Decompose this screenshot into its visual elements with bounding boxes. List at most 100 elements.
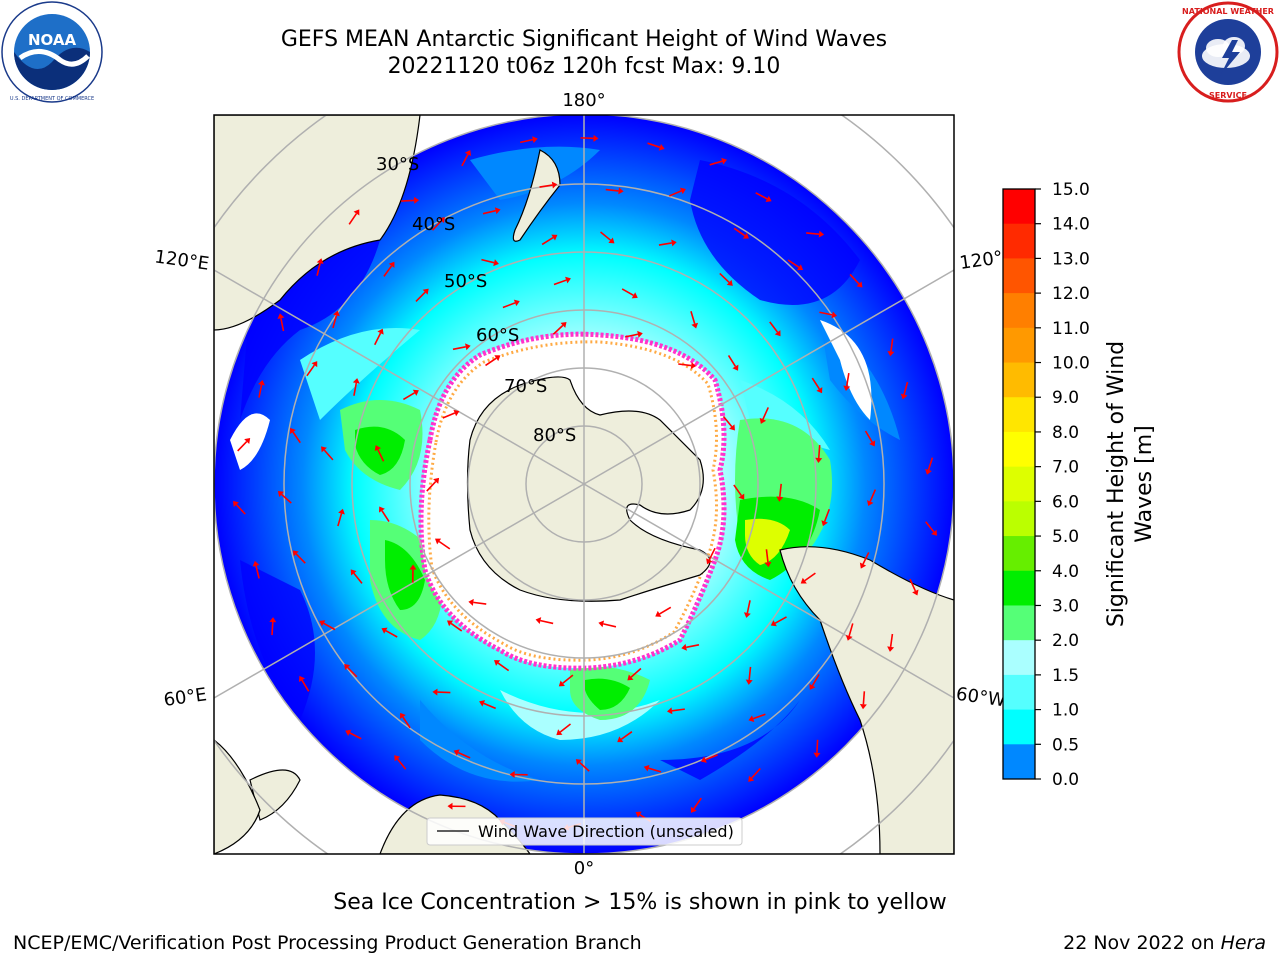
colorbar-segment <box>1003 327 1035 364</box>
wind-arrow <box>435 538 451 550</box>
wind-arrow <box>580 134 599 142</box>
wind-arrow <box>722 416 735 431</box>
wind-arrow <box>800 572 816 584</box>
wind-arrow <box>776 483 784 502</box>
lon-label-120w: 120° <box>958 247 1004 274</box>
wind-arrow <box>700 754 718 763</box>
lon-label-180: 180° <box>562 90 605 111</box>
colorbar-segment <box>1003 362 1035 398</box>
wind-arrow <box>292 550 306 564</box>
wind-arrow <box>453 749 471 759</box>
lat-label-70s: 70°S <box>504 376 547 397</box>
colorbar-segment <box>1003 709 1035 745</box>
footer-date: 22 Nov 2022 on Hera <box>1063 932 1266 954</box>
wind-arrow <box>909 578 919 596</box>
wind-arrow <box>552 321 567 335</box>
colorbar-tick-label: 1.0 <box>1052 701 1079 721</box>
wind-arrow <box>727 354 739 371</box>
wind-arrow <box>667 707 685 715</box>
colorbar-tick-label: 1.5 <box>1052 666 1079 686</box>
wind-arrow <box>690 797 702 813</box>
wind-arrow <box>394 755 407 770</box>
wind-arrow <box>733 484 745 500</box>
wind-arrow <box>319 620 336 631</box>
wind-arrow <box>819 311 838 319</box>
antarctica-land <box>466 376 711 602</box>
wind-arrow <box>900 381 909 400</box>
new-zealand-land <box>512 149 561 242</box>
wind-arrow <box>321 446 334 461</box>
wind-arrow <box>539 181 558 189</box>
wind-arrow <box>821 508 831 527</box>
wind-arrow <box>447 620 463 632</box>
colorbar-label-line1: Significant Height of Wind <box>1104 341 1129 627</box>
wind-arrow <box>509 771 528 779</box>
wind-arrow <box>409 564 417 583</box>
wind-arrow <box>859 552 870 569</box>
wind-arrow <box>748 767 761 782</box>
wind-arrow <box>332 310 340 329</box>
colorbar-segment <box>1003 744 1035 780</box>
wind-arrow <box>706 547 716 565</box>
wind-arrow <box>678 362 697 370</box>
wind-arrow <box>658 239 677 247</box>
colorbar-tick-label: 2.0 <box>1052 631 1079 651</box>
colorbar-tick-label: 4.0 <box>1052 562 1079 582</box>
wind-arrow <box>519 136 538 144</box>
colorbar-segment <box>1003 536 1035 572</box>
wind-arrow <box>864 430 876 447</box>
sea-ice-note: Sea Ice Concentration > 15% is shown in … <box>333 890 947 915</box>
wind-arrow <box>383 261 395 277</box>
colorbar-tick-label: 7.0 <box>1052 458 1079 478</box>
colorbar-tick-label: 15.0 <box>1052 180 1090 200</box>
wind-arrow <box>290 427 301 444</box>
wind-arrow <box>426 477 440 492</box>
wind-arrow <box>232 500 246 515</box>
svg-text:SERVICE: SERVICE <box>1209 91 1247 100</box>
colorbar-tick-label: 8.0 <box>1052 423 1079 443</box>
map-legend: Wind Wave Direction (unscaled) <box>426 817 743 846</box>
wind-arrow <box>485 355 501 367</box>
wind-arrow <box>806 230 825 238</box>
wind-arrow <box>925 521 937 536</box>
wind-arrow <box>811 377 823 394</box>
wind-arrow <box>553 276 571 286</box>
wind-arrow <box>461 149 472 167</box>
colorbar-tick-label: 6.0 <box>1052 492 1079 512</box>
wind-arrow <box>733 227 749 239</box>
colorbar-segment <box>1003 223 1035 259</box>
longitude-grid <box>214 115 954 854</box>
wind-arrow <box>709 157 728 166</box>
wind-arrow <box>258 379 265 398</box>
wind-arrow <box>655 606 672 617</box>
colorbar-segment <box>1003 640 1035 676</box>
wind-arrow <box>887 338 895 357</box>
colorbar-segment <box>1003 258 1035 294</box>
wind-arrow <box>415 288 429 302</box>
wind-arrow <box>849 273 863 288</box>
wind-arrow <box>743 600 751 618</box>
wind-arrow <box>755 192 772 202</box>
wind-arrow <box>379 506 390 523</box>
wind-arrow <box>787 259 804 271</box>
colorbar-segment <box>1003 674 1035 711</box>
chart-title: GEFS MEAN Antarctic Significant Height o… <box>280 27 888 52</box>
wind-arrow <box>541 234 558 246</box>
wind-arrow <box>598 620 617 628</box>
wind-arrow <box>748 713 766 722</box>
wind-arrow <box>764 549 772 568</box>
wind-arrow <box>575 759 590 772</box>
colorbar-tick-label: 3.0 <box>1052 596 1079 616</box>
footer-branch: NCEP/EMC/Verification Post Processing Pr… <box>13 932 642 954</box>
colorbar-tick-label: 5.0 <box>1052 527 1079 547</box>
colorbar-segment <box>1003 189 1035 225</box>
wind-arrow <box>299 675 310 692</box>
nws-logo-icon: NATIONAL WEATHER SERVICE <box>1177 1 1279 103</box>
colorbar-segment <box>1003 293 1035 329</box>
wind-arrow <box>502 299 520 309</box>
lat-label-60s: 60°S <box>476 325 519 346</box>
wind-arrow <box>558 674 574 687</box>
colorbar-segment <box>1003 570 1035 606</box>
wind-arrow <box>643 764 662 773</box>
